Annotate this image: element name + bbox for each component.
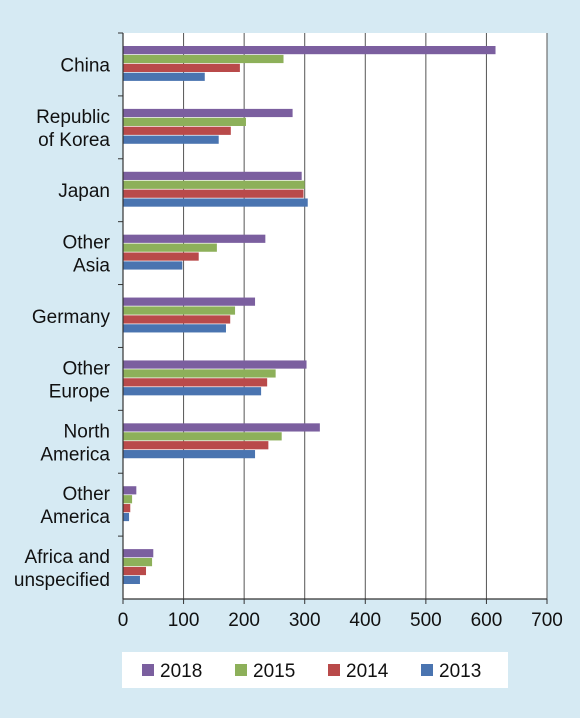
category-label-4-line-2: Asia	[73, 256, 110, 277]
bar-7-2014	[123, 441, 269, 450]
category-label-8-line-2: America	[40, 507, 110, 528]
bar-5-2018	[123, 297, 256, 306]
category-label-9-line-1: Africa and	[24, 547, 110, 568]
bar-7-2013	[123, 450, 256, 459]
category-label-7-line-2: America	[40, 444, 110, 465]
bar-7-2018	[123, 423, 320, 432]
category-label-3-line-1: Japan	[58, 181, 110, 202]
bar-4-2018	[123, 234, 266, 243]
legend-swatch-2014	[328, 664, 340, 676]
bar-1-2015	[123, 54, 284, 64]
bar-3-2018	[123, 171, 302, 180]
legend-label-2013: 2013	[439, 661, 481, 682]
category-label-6-line-2: Europe	[49, 381, 110, 402]
legend-box	[122, 652, 508, 688]
axes	[118, 32, 548, 604]
category-label-4-line-1: Other	[62, 233, 110, 254]
bar-8-2018	[123, 486, 137, 495]
legend-label-2018: 2018	[160, 661, 202, 682]
bar-7-2015	[123, 432, 282, 441]
bar-3-2014	[123, 189, 304, 198]
bar-8-2014	[123, 504, 131, 513]
x-tick-label-400: 400	[349, 610, 381, 631]
bar-2-2014	[123, 126, 231, 135]
category-label-2-line-1: Republic	[36, 107, 110, 128]
x-tick-labels: 0 100 200 300 400 500 600 700	[118, 610, 563, 631]
category-label-7-line-1: North	[64, 421, 110, 442]
bar-4-2015	[123, 243, 217, 252]
x-tick-label-600: 600	[471, 610, 503, 631]
legend: 2018 2015 2014 2013	[122, 652, 508, 688]
bar-9-2013	[123, 575, 140, 585]
bar-9-2018	[123, 549, 154, 558]
bar-2-2015	[123, 117, 246, 126]
bar-4-2014	[123, 252, 199, 261]
legend-label-2015: 2015	[253, 661, 295, 682]
bar-6-2018	[123, 360, 307, 369]
bar-2-2018	[123, 108, 293, 118]
x-tick-label-100: 100	[168, 610, 200, 631]
bar-8-2013	[123, 512, 130, 522]
x-tick-label-200: 200	[228, 610, 260, 631]
bar-5-2013	[123, 324, 226, 333]
x-tick-label-0: 0	[118, 610, 129, 631]
bar-1-2018	[123, 46, 496, 55]
category-label-5-line-1: Germany	[32, 307, 111, 328]
bar-2-2013	[123, 135, 219, 144]
bar-5-2015	[123, 306, 236, 315]
bar-1-2014	[123, 63, 240, 72]
bars	[123, 46, 496, 585]
bar-3-2013	[123, 198, 308, 207]
bar-6-2015	[123, 369, 276, 378]
legend-swatch-2013	[421, 664, 433, 676]
category-label-8-line-1: Other	[62, 484, 110, 505]
bar-4-2013	[123, 261, 183, 270]
bar-9-2014	[123, 566, 147, 576]
x-tick-label-500: 500	[410, 610, 442, 631]
category-label-1-line-1: China	[60, 55, 110, 76]
legend-swatch-2015	[235, 664, 247, 676]
category-label-9-line-2: unspecified	[14, 570, 110, 591]
x-tick-label-700: 700	[531, 610, 563, 631]
x-tick-label-300: 300	[289, 610, 321, 631]
category-label-2-line-2: of Korea	[38, 130, 110, 151]
legend-swatch-2018	[142, 664, 154, 676]
bar-6-2014	[123, 378, 268, 387]
bar-5-2014	[123, 315, 231, 324]
legend-label-2014: 2014	[346, 661, 389, 682]
bar-1-2013	[123, 72, 205, 81]
bar-6-2013	[123, 387, 262, 396]
bar-3-2015	[123, 180, 305, 189]
bar-9-2015	[123, 558, 153, 567]
category-label-6-line-1: Other	[62, 358, 110, 379]
bar-8-2015	[123, 495, 133, 504]
